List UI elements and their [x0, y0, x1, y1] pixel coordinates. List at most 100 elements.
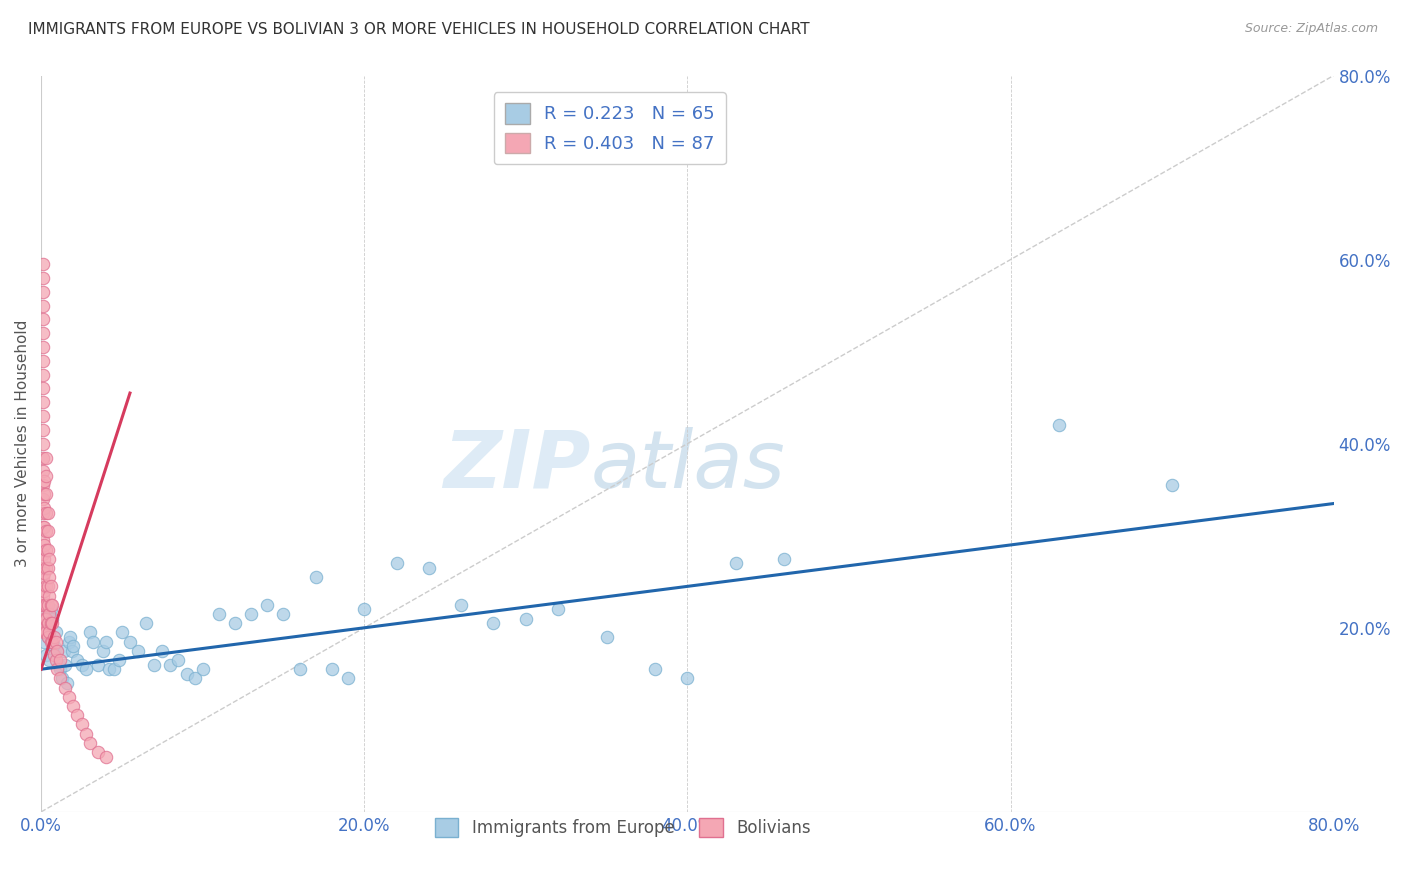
Point [42, 648, 65, 663]
Point [191, 662, 214, 676]
Point [35, 524, 58, 538]
Point [49, 672, 72, 686]
Legend: Immigrants from Europe, Bolivians: Immigrants from Europe, Bolivians [429, 812, 817, 844]
Point [35, 611, 58, 625]
Point [547, 602, 569, 616]
Point [39, 598, 62, 612]
Point [75, 726, 97, 740]
Point [1161, 478, 1184, 492]
Point [31, 299, 53, 313]
Point [31, 312, 53, 326]
Point [79, 625, 101, 640]
Point [31, 257, 53, 271]
Point [94, 749, 117, 764]
Point [45, 653, 67, 667]
Point [353, 602, 375, 616]
Point [94, 634, 117, 648]
Point [34, 487, 56, 501]
Point [224, 616, 246, 631]
Point [75, 662, 97, 676]
Point [37, 579, 59, 593]
Point [62, 639, 84, 653]
Point [60, 644, 83, 658]
Point [595, 630, 617, 644]
Y-axis label: 3 or more Vehicles in Household: 3 or more Vehicles in Household [15, 320, 30, 567]
Point [31, 598, 53, 612]
Point [150, 644, 173, 658]
Point [644, 662, 666, 676]
Point [31, 607, 53, 621]
Point [42, 639, 65, 653]
Point [135, 616, 157, 631]
Point [724, 557, 747, 571]
Point [321, 662, 343, 676]
Point [31, 326, 53, 341]
Point [37, 506, 59, 520]
Point [183, 672, 205, 686]
Point [31, 395, 53, 409]
Point [49, 662, 72, 676]
Point [39, 634, 62, 648]
Point [86, 657, 108, 672]
Point [159, 657, 181, 672]
Point [58, 634, 80, 648]
Point [62, 699, 84, 714]
Point [143, 657, 166, 672]
Point [38, 551, 60, 566]
Point [53, 657, 76, 672]
Point [35, 598, 58, 612]
Point [31, 561, 53, 575]
Point [35, 469, 58, 483]
Point [37, 630, 59, 644]
Point [56, 676, 79, 690]
Point [31, 547, 53, 561]
Point [37, 542, 59, 557]
Point [46, 644, 69, 658]
Point [35, 450, 58, 465]
Point [45, 634, 67, 648]
Point [39, 616, 62, 631]
Point [31, 506, 53, 520]
Text: ZIP: ZIP [443, 426, 591, 505]
Point [98, 662, 121, 676]
Point [52, 644, 75, 658]
Point [79, 736, 101, 750]
Point [45, 625, 67, 640]
Point [86, 745, 108, 759]
Point [38, 607, 60, 621]
Point [37, 598, 59, 612]
Point [35, 648, 58, 663]
Point [51, 672, 73, 686]
Point [515, 611, 537, 625]
Point [41, 598, 63, 612]
Point [35, 579, 58, 593]
Point [34, 551, 56, 566]
Point [38, 570, 60, 584]
Text: IMMIGRANTS FROM EUROPE VS BOLIVIAN 3 OR MORE VEHICLES IN HOUSEHOLD CORRELATION C: IMMIGRANTS FROM EUROPE VS BOLIVIAN 3 OR … [28, 22, 810, 37]
Point [773, 551, 796, 566]
Point [240, 607, 263, 621]
Point [39, 602, 62, 616]
Point [450, 598, 472, 612]
Point [256, 598, 278, 612]
Point [48, 657, 70, 672]
Point [1047, 418, 1070, 433]
Point [305, 570, 328, 584]
Point [38, 625, 60, 640]
Point [385, 557, 408, 571]
Point [34, 634, 56, 648]
Point [31, 423, 53, 437]
Point [34, 584, 56, 599]
Point [41, 616, 63, 631]
Point [53, 681, 76, 695]
Point [273, 607, 295, 621]
Text: atlas: atlas [591, 426, 785, 505]
Point [176, 666, 198, 681]
Point [42, 630, 65, 644]
Point [34, 538, 56, 552]
Point [35, 506, 58, 520]
Point [31, 409, 53, 423]
Point [482, 616, 505, 631]
Point [676, 672, 699, 686]
Point [31, 285, 53, 299]
